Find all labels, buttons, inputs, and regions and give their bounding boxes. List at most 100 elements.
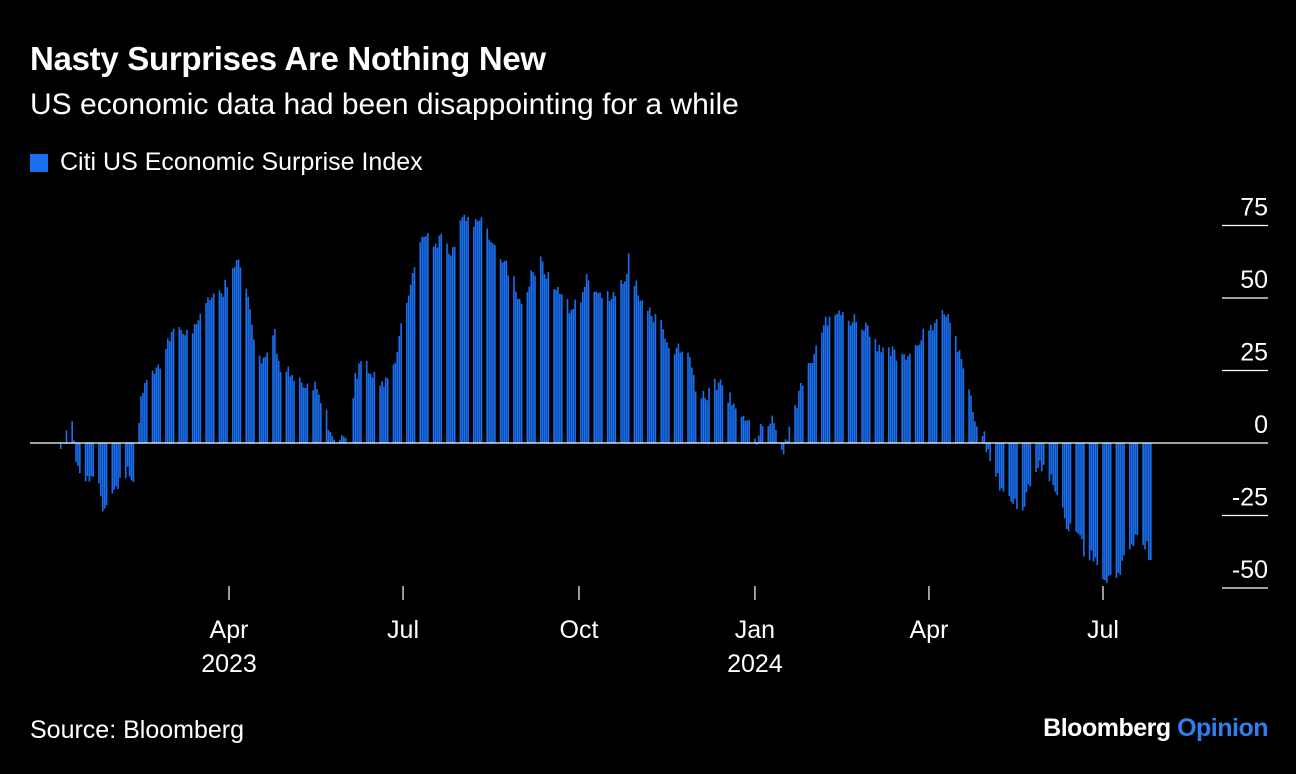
bar <box>191 333 194 443</box>
bar <box>232 268 234 443</box>
bar <box>440 233 443 443</box>
bar <box>627 253 630 443</box>
y-tick-label: 75 <box>1240 194 1268 222</box>
bar <box>144 383 146 443</box>
bar <box>383 386 385 443</box>
bar <box>794 405 796 443</box>
bar <box>813 353 816 443</box>
bar <box>312 390 314 443</box>
bar <box>488 239 490 443</box>
bar <box>140 396 142 443</box>
bar <box>465 220 467 443</box>
bar <box>1077 443 1079 534</box>
bar <box>679 352 682 443</box>
bar <box>987 443 990 450</box>
bar <box>664 338 666 443</box>
bar <box>115 443 117 487</box>
bar <box>138 422 140 443</box>
bar <box>438 235 441 443</box>
bar <box>101 443 104 512</box>
bar <box>463 214 466 443</box>
bar <box>530 270 532 443</box>
bar <box>79 443 81 474</box>
bar <box>582 291 584 443</box>
brand-secondary: Opinion <box>1177 714 1268 742</box>
bar <box>654 314 657 443</box>
bar <box>184 335 186 443</box>
bar <box>949 322 951 443</box>
bar <box>543 274 546 443</box>
source-note: Source: Bloomberg <box>30 716 245 744</box>
bar <box>360 361 362 443</box>
bar <box>901 354 903 443</box>
bar <box>534 275 536 443</box>
bar <box>836 313 838 443</box>
bar <box>1109 443 1112 575</box>
bar <box>467 216 469 443</box>
bar <box>86 443 89 477</box>
bar <box>997 443 999 474</box>
bar <box>585 273 588 443</box>
bar <box>675 347 678 443</box>
bar <box>199 313 202 443</box>
bar <box>325 409 328 443</box>
bar <box>916 345 919 443</box>
bar <box>998 443 1001 491</box>
bar <box>708 387 710 443</box>
bar <box>73 440 75 443</box>
bar <box>1042 443 1045 465</box>
bar <box>1092 443 1095 562</box>
bar <box>180 329 182 443</box>
bar <box>302 387 305 443</box>
bar <box>490 241 492 443</box>
bar <box>748 419 750 443</box>
bar <box>782 443 785 455</box>
bar <box>547 271 550 443</box>
bar <box>918 344 921 443</box>
bar <box>822 325 825 443</box>
bar <box>505 260 508 443</box>
bar <box>1081 443 1083 540</box>
bar <box>128 443 131 477</box>
bar <box>570 309 573 443</box>
bar <box>258 355 261 443</box>
bar <box>113 443 116 490</box>
bar <box>773 423 775 443</box>
bar <box>597 292 599 443</box>
bar <box>516 298 519 443</box>
y-tick-label: -50 <box>1232 556 1268 584</box>
bar <box>1083 443 1085 557</box>
bar <box>849 325 852 443</box>
bar <box>735 408 737 443</box>
bar <box>1146 443 1148 542</box>
bar <box>922 328 925 443</box>
bar <box>1054 443 1056 492</box>
bar <box>448 253 450 443</box>
bar <box>606 290 609 443</box>
bar <box>553 289 555 443</box>
bar <box>167 338 169 443</box>
bar <box>342 436 345 443</box>
bar <box>1008 443 1011 497</box>
bar <box>103 443 106 509</box>
bar <box>451 247 454 443</box>
bar <box>865 322 867 443</box>
bar <box>260 363 263 443</box>
bar <box>834 314 837 443</box>
bar <box>476 220 479 443</box>
bar <box>503 261 506 443</box>
bar <box>612 291 615 443</box>
bar <box>279 372 282 443</box>
bar <box>92 443 95 478</box>
bar <box>197 320 200 443</box>
bar <box>599 292 601 443</box>
bar <box>866 325 869 443</box>
bar <box>610 298 613 443</box>
bar <box>499 259 502 443</box>
bar <box>507 275 510 443</box>
bar <box>396 352 399 443</box>
bar <box>515 291 517 443</box>
bar <box>647 310 649 443</box>
bar <box>251 324 253 443</box>
